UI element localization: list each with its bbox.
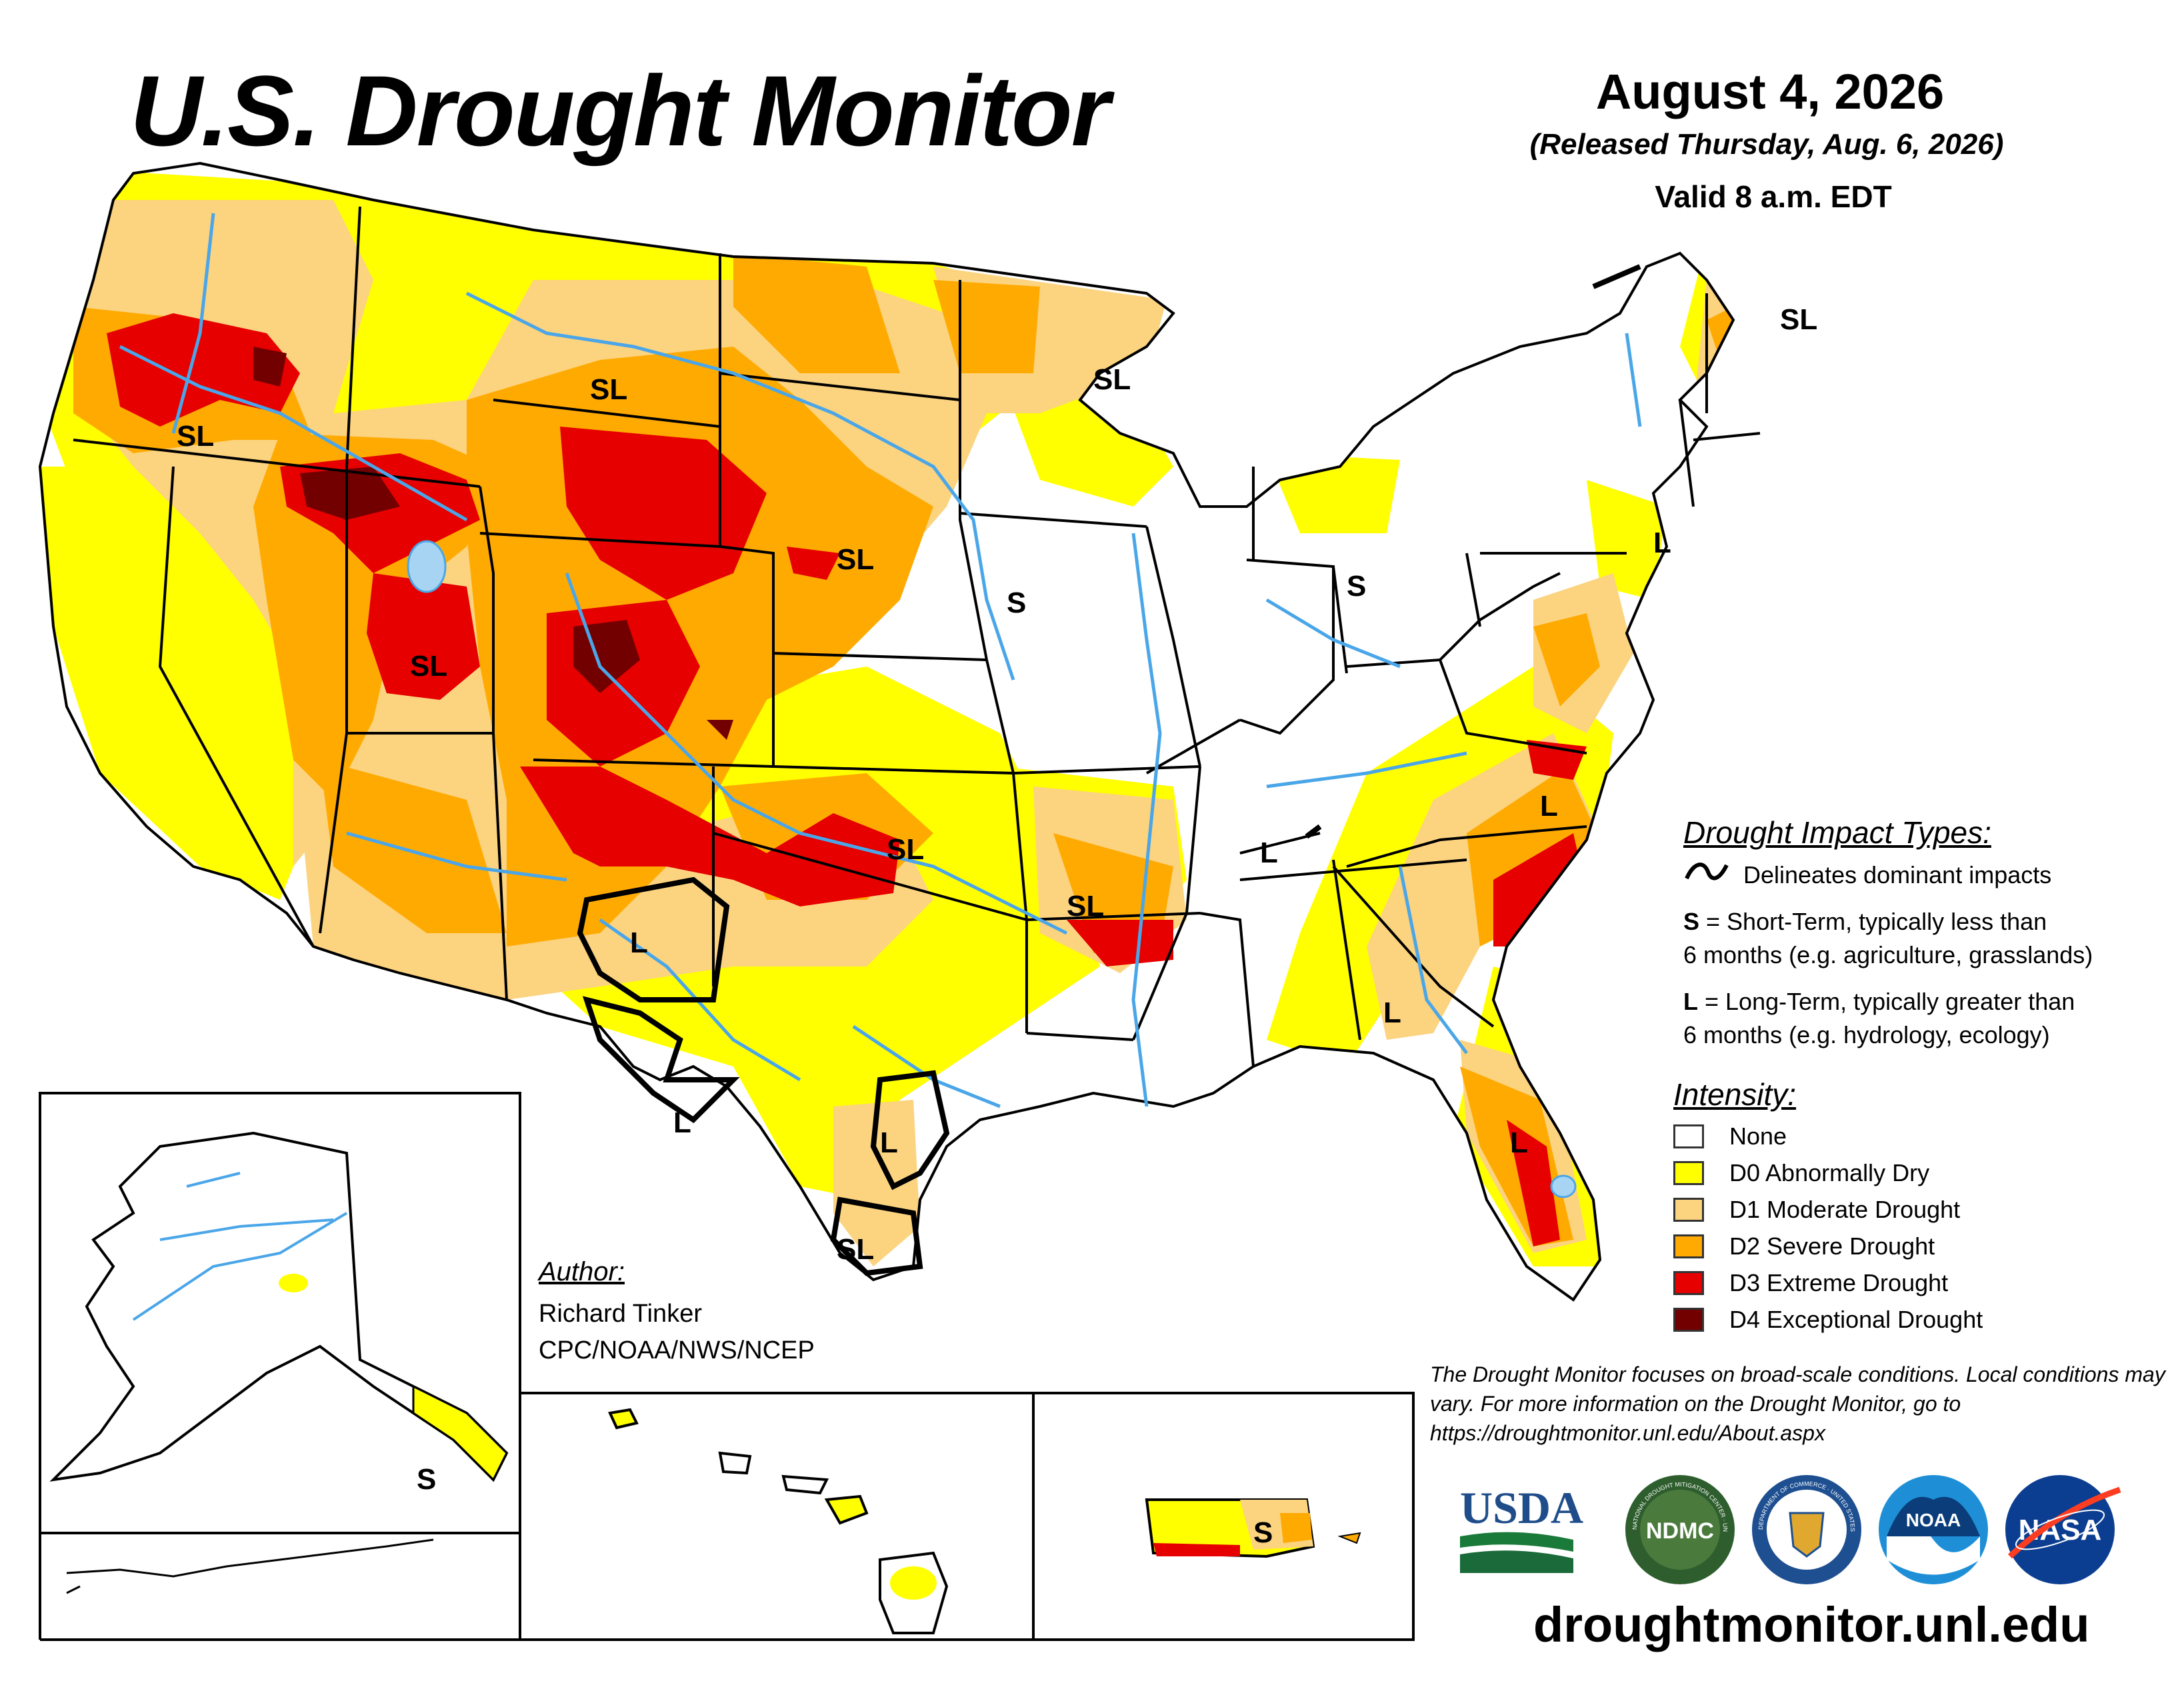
agency-logos: USDA NDMC NATIONAL DROUGHT MITIGATION CE…: [1453, 1473, 2121, 1584]
author-name: Richard Tinker: [539, 1300, 702, 1328]
svg-text:NOAA: NOAA: [1906, 1510, 1961, 1530]
swatch-d0: [1673, 1161, 1704, 1185]
short-term-line1: S = Short-Term, typically less than: [1683, 908, 2047, 935]
nasa-logo: NASA: [2005, 1475, 2121, 1584]
delineation-glyph: [1685, 862, 1729, 880]
legend-row-d1: D1 Moderate Drought: [1673, 1193, 1960, 1226]
impact-label-montana: SL: [590, 373, 628, 406]
swatch-none: [1673, 1124, 1704, 1148]
impact-label-north-carolina: L: [1540, 790, 1558, 823]
svg-text:NDMC: NDMC: [1646, 1518, 1714, 1544]
swatch-d4: [1673, 1308, 1704, 1332]
swatch-d2: [1673, 1234, 1704, 1258]
impact-label-puerto-rico: S: [1253, 1516, 1273, 1549]
impact-label-texas-coast: SL: [837, 1233, 875, 1266]
impact-label-big-bend: L: [673, 1106, 691, 1139]
website-link[interactable]: droughtmonitor.unl.edu: [1533, 1597, 2090, 1652]
legend-row-d4: D4 Exceptional Drought: [1673, 1303, 1983, 1336]
impact-label-alabama: L: [1383, 996, 1401, 1029]
impact-label-maine: SL: [1780, 303, 1818, 336]
page-title: U.S. Drought Monitor: [130, 55, 1110, 167]
valid-time: Valid 8 a.m. EDT: [1655, 179, 1892, 214]
legend-label-d2: D2 Severe Drought: [1729, 1232, 1935, 1260]
author-heading: Author:: [539, 1257, 625, 1286]
impact-label-alaska: S: [417, 1463, 437, 1496]
delineates-text: Delineates dominant impacts: [1743, 861, 2052, 888]
legend-row-none: None: [1673, 1120, 1787, 1153]
usda-logo: USDA: [1460, 1482, 1583, 1573]
impact-label-nebraska: SL: [837, 543, 875, 576]
impact-label-ohio: S: [1347, 570, 1367, 603]
swatch-d1: [1673, 1198, 1704, 1222]
impact-label-oregon: SL: [177, 420, 215, 453]
short-term-line2: 6 months (e.g. agriculture, grasslands): [1683, 941, 2093, 968]
long-term-line2: 6 months (e.g. hydrology, ecology): [1683, 1021, 2050, 1048]
svg-text:USDA: USDA: [1460, 1482, 1583, 1533]
intensity-heading: Intensity:: [1673, 1077, 1797, 1112]
legend-label-d4: D4 Exceptional Drought: [1729, 1306, 1983, 1333]
impact-label-oklahoma: SL: [887, 833, 925, 866]
impact-label-south-texas: L: [880, 1126, 898, 1159]
short-term-code: S: [1683, 908, 1700, 935]
legend-label-d1: D1 Moderate Drought: [1729, 1196, 1961, 1223]
long-term-code: L: [1683, 988, 1698, 1015]
long-term-line1: L = Long-Term, typically greater than: [1683, 988, 2075, 1015]
impact-label-iowa: S: [1007, 587, 1027, 619]
release-date: (Released Thursday, Aug. 6, 2026): [1529, 128, 2004, 161]
impact-label-tennessee: L: [1260, 837, 1278, 869]
map-date: August 4, 2026: [1595, 64, 1945, 119]
impact-types-heading: Drought Impact Types:: [1683, 815, 1991, 850]
legend-row-d3: D3 Extreme Drought: [1673, 1266, 1948, 1300]
impact-label-arkansas: SL: [1067, 890, 1105, 922]
legend-row-d0: D0 Abnormally Dry: [1673, 1156, 1929, 1190]
impact-label-new-mexico: L: [630, 926, 648, 959]
author-org: CPC/NOAA/NWS/NCEP: [539, 1336, 815, 1364]
impact-label-utah: SL: [410, 650, 448, 683]
legend-label-d0: D0 Abnormally Dry: [1729, 1159, 1930, 1186]
disclaimer-note: The Drought Monitor focuses on broad-sca…: [1430, 1362, 2165, 1445]
noaa-logo: NOAA: [1879, 1475, 1988, 1584]
impact-label-new-jersey: L: [1653, 527, 1671, 559]
legend-row-d2: D2 Severe Drought: [1673, 1230, 1935, 1263]
legend-label-none: None: [1729, 1122, 1787, 1150]
legend-label-d3: D3 Extreme Drought: [1729, 1269, 1949, 1296]
impact-label-florida: L: [1510, 1126, 1528, 1159]
impact-label-wisconsin: SL: [1093, 363, 1131, 396]
swatch-d3: [1673, 1271, 1704, 1295]
